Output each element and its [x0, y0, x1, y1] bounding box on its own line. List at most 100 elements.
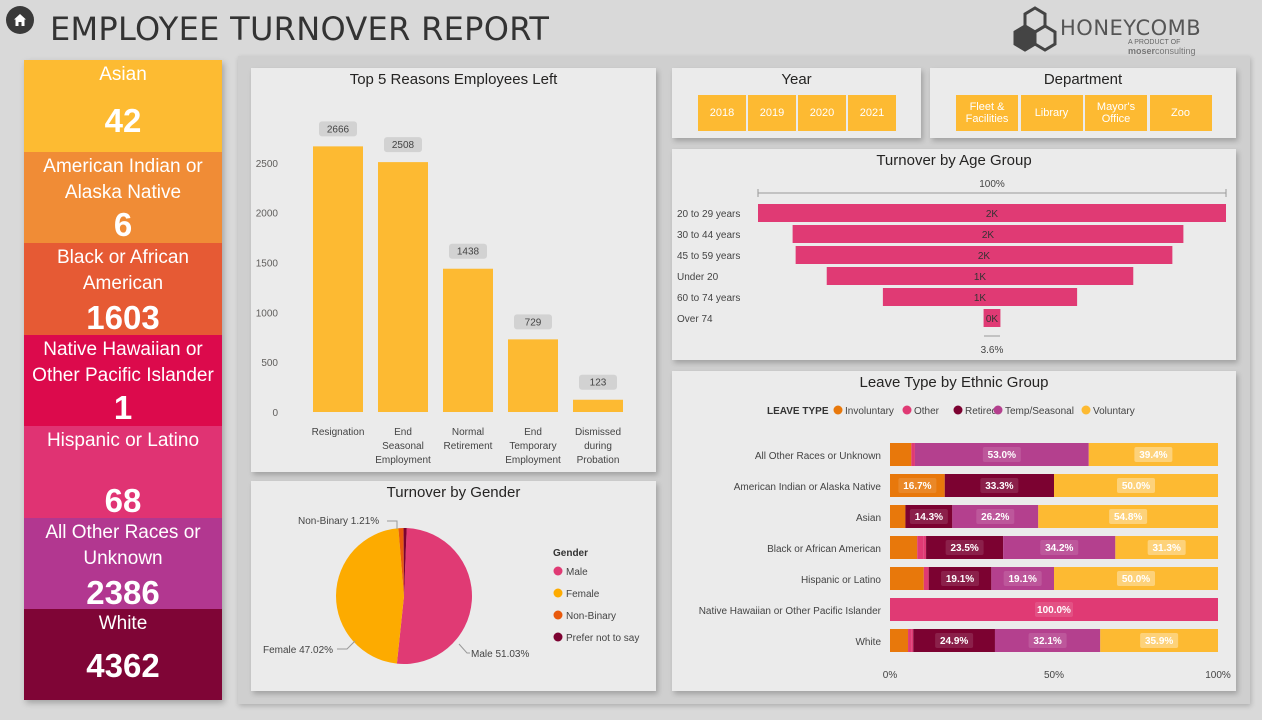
bar-label-box	[449, 243, 487, 259]
ethnic-card-value: 6	[113, 205, 133, 243]
year-option-2018[interactable]: 2018	[698, 95, 746, 131]
stack-segment[interactable]	[890, 505, 906, 528]
ethnic-card-value: 68	[104, 482, 142, 519]
stack-segment[interactable]	[914, 443, 1089, 466]
stack-segment[interactable]	[991, 567, 1054, 590]
stack-segment[interactable]	[913, 629, 995, 652]
stack-segment[interactable]	[928, 567, 992, 590]
ethnic-card[interactable]: White 4362	[24, 609, 222, 700]
pie-leader-line	[387, 520, 398, 529]
stack-label-box	[982, 447, 1021, 462]
funnel-data-label: 2K	[978, 251, 991, 262]
bar[interactable]	[508, 339, 558, 412]
department-option[interactable]: Zoo	[1149, 95, 1212, 131]
funnel-bar[interactable]	[758, 204, 1226, 222]
ethnic-card[interactable]: American Indian or Alaska Native 6	[24, 151, 222, 244]
leave-legend-marker	[902, 405, 912, 415]
ethnic-card-name: Black or African American	[57, 247, 189, 294]
year-option-2019[interactable]: 2019	[748, 95, 796, 131]
ethnic-card-value: 42	[104, 102, 142, 139]
gender-legend-label[interactable]: Male	[566, 567, 588, 578]
leave-legend-label[interactable]: Voluntary	[1093, 406, 1135, 417]
ethnic-card[interactable]: All Other Races or Unknown 2386	[24, 517, 222, 611]
leave-legend-label[interactable]: Retired	[965, 406, 997, 417]
stack-data-label: 19.1%	[946, 574, 974, 585]
department-option[interactable]: Fleet & Facilities	[956, 95, 1018, 131]
stack-label-box	[945, 540, 984, 555]
stack-segment[interactable]	[890, 598, 1218, 621]
leave-legend-marker	[1081, 405, 1091, 415]
funnel-bar[interactable]	[795, 246, 1173, 264]
stack-segment[interactable]	[890, 474, 945, 497]
bar[interactable]	[378, 162, 428, 412]
stack-segment[interactable]	[944, 474, 1054, 497]
gender-legend-label[interactable]: Prefer not to say	[566, 633, 639, 644]
ethnic-card[interactable]: Hispanic or Latino 68	[24, 426, 222, 519]
stack-segment[interactable]	[890, 629, 909, 652]
funnel-data-label: 1K	[974, 272, 987, 283]
funnel-bar[interactable]	[826, 267, 1134, 285]
gender-legend-label[interactable]: Non-Binary	[566, 611, 616, 622]
stack-segment[interactable]	[890, 536, 918, 559]
stack-segment[interactable]	[1003, 536, 1116, 559]
bar[interactable]	[573, 399, 623, 412]
stack-data-label: 26.2%	[981, 512, 1009, 523]
ethnic-card[interactable]: Asian 42	[24, 60, 222, 152]
ethnic-card-name: Native Hawaiian or Other Pacific Islande…	[32, 338, 214, 386]
stack-segment[interactable]	[926, 536, 1004, 559]
department-option[interactable]: Mayor's Office	[1085, 95, 1147, 131]
gender-legend-label[interactable]: Female	[566, 589, 600, 600]
stack-label-box	[1117, 571, 1155, 586]
ethnic-card[interactable]: Native Hawaiian or Other Pacific Islande…	[24, 334, 222, 427]
pie-slice[interactable]	[403, 528, 407, 596]
stack-data-label: 34.2%	[1045, 543, 1073, 554]
stack-segment[interactable]	[923, 567, 929, 590]
stack-data-label: 33.3%	[985, 481, 1013, 492]
pie-slice[interactable]	[396, 528, 473, 664]
leave-legend-label[interactable]: Other	[914, 406, 940, 417]
pie-slice[interactable]	[398, 528, 404, 596]
leave-legend-label[interactable]: Temp/Seasonal	[1005, 406, 1074, 417]
funnel-bar[interactable]	[882, 288, 1078, 306]
gender-legend-title: Gender	[553, 548, 588, 559]
bar-data-label: 2666	[327, 124, 350, 135]
funnel-bar[interactable]	[983, 309, 1001, 327]
stack-segment[interactable]	[923, 536, 927, 559]
stack-label-box	[1117, 478, 1155, 493]
home-button[interactable]	[6, 6, 34, 34]
bar[interactable]	[443, 268, 493, 412]
stack-label-box	[1035, 602, 1073, 617]
department-option[interactable]: Library	[1020, 95, 1083, 131]
year-option-2020[interactable]: 2020	[798, 95, 846, 131]
leave-row-label: White	[855, 637, 881, 648]
stack-segment[interactable]	[911, 443, 915, 466]
stack-segment[interactable]	[890, 567, 924, 590]
funnel-bar[interactable]	[792, 225, 1184, 243]
stack-data-label: 54.8%	[1114, 512, 1142, 523]
pie-label-nonbinary: Non-Binary 1.21%	[298, 516, 379, 527]
ethnic-card[interactable]: Black or African American 1603	[24, 243, 222, 336]
x-tick-label: Retirement	[444, 441, 493, 452]
ethnic-card-value: 1603	[86, 299, 160, 336]
bar[interactable]	[313, 146, 363, 412]
funnel-data-label: 2K	[982, 230, 995, 241]
ethnic-card-name: American Indian or Alaska Native	[43, 155, 203, 203]
pie-slice[interactable]	[336, 528, 404, 664]
x-tick-label: Resignation	[312, 427, 365, 438]
stack-segment[interactable]	[905, 505, 953, 528]
year-option-2021[interactable]: 2021	[848, 95, 896, 131]
bar-data-label: 1438	[457, 247, 480, 258]
stack-label-box	[1040, 540, 1079, 555]
stack-segment[interactable]	[908, 629, 912, 652]
y-tick-label: 1500	[256, 259, 279, 270]
stack-segment[interactable]	[952, 505, 1039, 528]
stack-segment[interactable]	[911, 629, 914, 652]
stack-segment[interactable]	[890, 443, 912, 466]
stack-segment[interactable]	[917, 536, 924, 559]
stack-data-label: 53.0%	[988, 450, 1016, 461]
leave-legend-label[interactable]: Involuntary	[845, 406, 894, 417]
bar-data-label: 2508	[392, 140, 415, 151]
stack-segment[interactable]	[994, 629, 1101, 652]
x-tick-label: Employment	[505, 455, 561, 466]
